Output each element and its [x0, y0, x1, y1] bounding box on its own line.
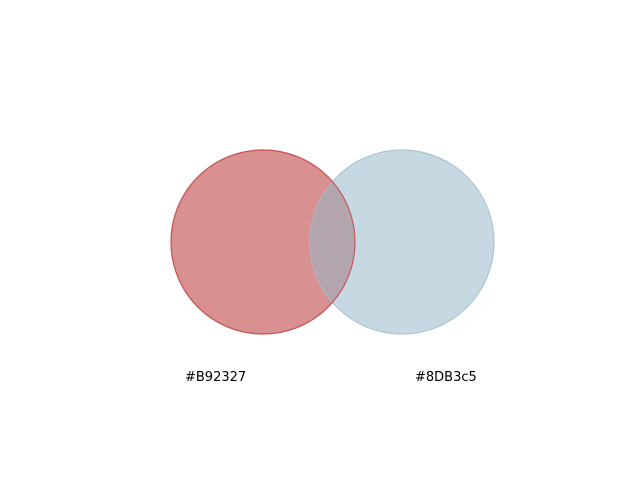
left-circle-outline: [170, 149, 356, 335]
left-circle-label: #B92327: [185, 370, 246, 385]
right-circle-label: #8DB3c5: [415, 370, 477, 385]
